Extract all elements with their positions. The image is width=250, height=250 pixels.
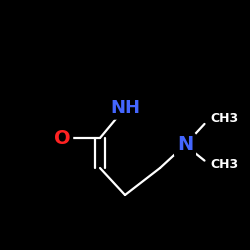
Text: CH3: CH3 — [210, 112, 238, 124]
Text: N: N — [177, 136, 193, 154]
Text: NH: NH — [110, 99, 140, 117]
Text: CH3: CH3 — [210, 158, 238, 172]
Text: O: O — [54, 128, 70, 148]
